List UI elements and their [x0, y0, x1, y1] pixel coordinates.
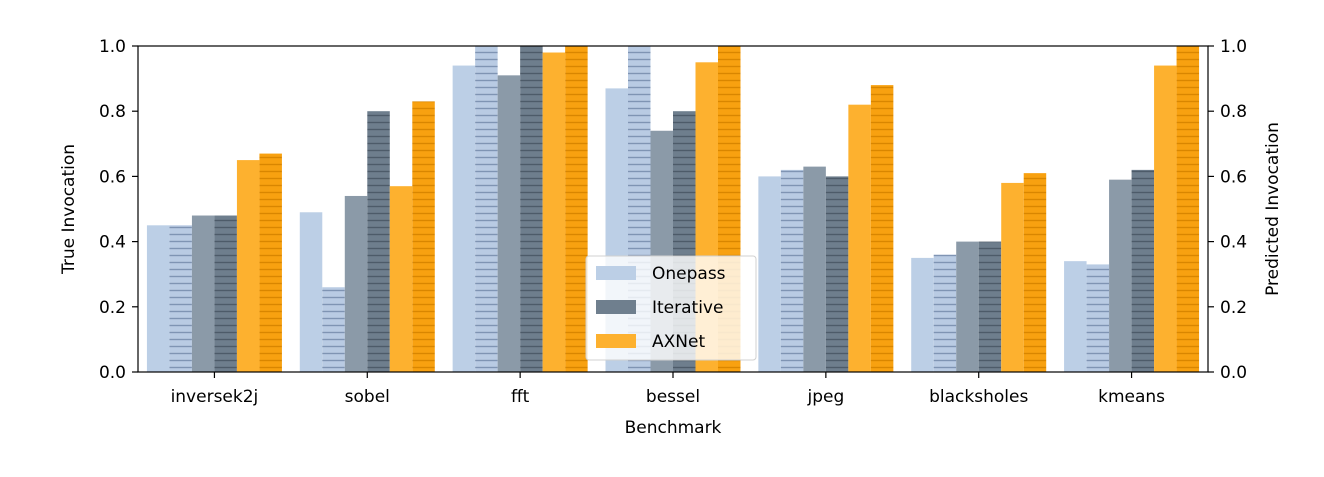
x-tick-label-bessel: bessel [646, 387, 700, 407]
y-left-tick-label: 0.0 [99, 363, 126, 383]
y-right-tick-label: 0.0 [1220, 363, 1247, 383]
bar-sobel-iterative-predicted [367, 111, 390, 372]
bar-kmeans-iterative-predicted [1131, 169, 1155, 372]
bar-inversek2j-axnet-predicted [259, 153, 282, 372]
bar-blacksholes-iterative-true [956, 241, 979, 372]
bar-jpeg-iterative-true [803, 166, 826, 372]
y-right-tick-label: 0.8 [1220, 102, 1247, 122]
bar-fft-iterative-true [497, 75, 521, 372]
legend: Onepass Iterative AXNet [585, 255, 757, 361]
x-tick-label-blacksholes: blacksholes [929, 387, 1028, 407]
bar-sobel-axnet-predicted [412, 101, 435, 373]
y-left-tick-label: 0.6 [99, 167, 126, 187]
x-tick-label-inversek2j: inversek2j [171, 387, 259, 407]
y-left-tick-label: 0.8 [99, 102, 126, 122]
y-left-tick-label: 1.0 [99, 37, 126, 57]
x-tick-label-kmeans: kmeans [1098, 387, 1165, 407]
bar-fft-axnet-predicted [565, 46, 588, 372]
bar-sobel-onepass-true [299, 212, 323, 372]
bar-inversek2j-onepass-predicted [169, 225, 192, 372]
x-tick-label-fft: fft [511, 387, 530, 407]
bar-inversek2j-iterative-true [191, 215, 215, 372]
y-axis-left: 0.0 0.2 0.4 0.6 0.8 1.0 [99, 37, 138, 383]
bar-inversek2j-iterative-predicted [214, 215, 237, 372]
y-axis-left-title: True Invocation [59, 144, 79, 275]
bar-blacksholes-iterative-predicted [978, 241, 1002, 372]
legend-swatch-axnet [596, 334, 636, 348]
bar-fft-axnet-true [542, 52, 566, 373]
bar-kmeans-onepass-predicted [1086, 264, 1110, 372]
bar-jpeg-onepass-true [758, 176, 781, 372]
bar-sobel-onepass-predicted [322, 287, 345, 372]
bar-kmeans-iterative-true [1109, 179, 1132, 372]
bar-blacksholes-onepass-predicted [933, 254, 957, 372]
bar-inversek2j-onepass-true [146, 225, 170, 372]
bar-jpeg-axnet-predicted [870, 85, 894, 373]
bar-inversek2j-axnet-true [236, 160, 260, 372]
bar-blacksholes-axnet-predicted [1023, 173, 1047, 372]
y-axis-right: 0.0 0.2 0.4 0.6 0.8 1.0 [1208, 37, 1247, 383]
x-axis: inversek2j sobel fft bessel jpeg blacksholes k… [171, 372, 1165, 407]
x-tick-label-sobel: sobel [345, 387, 390, 407]
legend-label-onepass: Onepass [652, 264, 726, 284]
y-left-tick-label: 0.2 [99, 298, 126, 318]
legend-label-iterative: Iterative [652, 298, 723, 318]
y-right-tick-label: 0.6 [1220, 167, 1247, 187]
y-right-tick-label: 0.4 [1220, 233, 1247, 253]
bar-fft-onepass-true [452, 65, 476, 372]
bar-fft-onepass-predicted [475, 46, 498, 372]
bar-sobel-axnet-true [389, 186, 413, 372]
y-axis-right-title: Predicted Invocation [1263, 122, 1283, 296]
y-right-tick-label: 0.2 [1220, 298, 1247, 318]
legend-label-axnet: AXNet [652, 332, 705, 352]
bar-fft-iterative-predicted [520, 46, 543, 372]
x-axis-title: Benchmark [625, 418, 722, 438]
legend-swatch-iterative [596, 300, 636, 314]
bar-blacksholes-onepass-true [911, 257, 934, 372]
bar-kmeans-axnet-true [1154, 65, 1177, 372]
bar-jpeg-iterative-predicted [825, 176, 849, 372]
bar-jpeg-onepass-predicted [780, 169, 804, 372]
y-right-tick-label: 1.0 [1220, 37, 1247, 57]
bar-sobel-iterative-true [344, 195, 368, 372]
bar-kmeans-onepass-true [1064, 261, 1087, 372]
x-tick-label-jpeg: jpeg [806, 387, 844, 407]
y-left-tick-label: 0.4 [99, 233, 126, 253]
bar-kmeans-axnet-predicted [1176, 46, 1200, 372]
bar-jpeg-axnet-true [848, 104, 871, 373]
legend-swatch-onepass [596, 266, 636, 280]
bar-blacksholes-axnet-true [1001, 182, 1024, 372]
